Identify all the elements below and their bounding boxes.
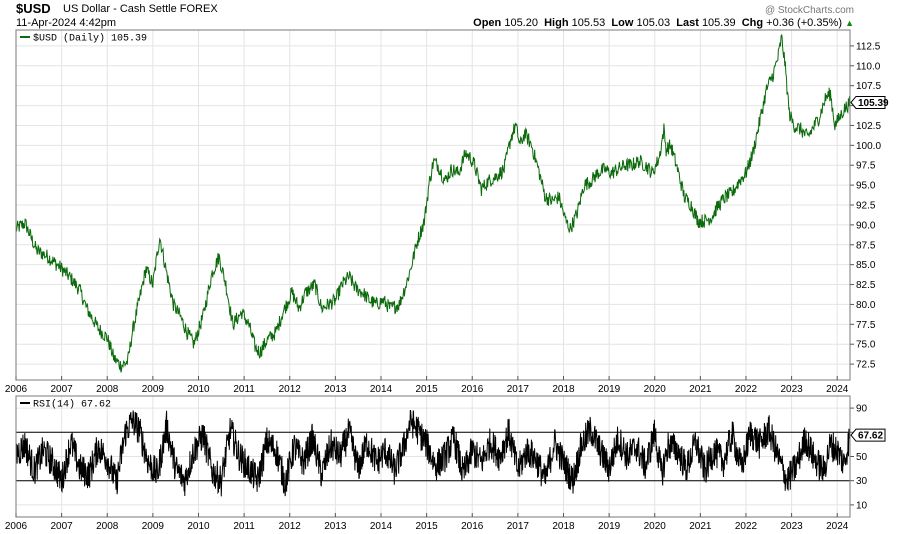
- x-tick-label: 2016: [461, 384, 484, 395]
- y-tick-label: 97.5: [856, 161, 876, 172]
- x-tick-label: 2006: [5, 521, 28, 532]
- x-tick-label: 2011: [233, 384, 255, 395]
- x-tick-label: 2009: [142, 384, 165, 395]
- instrument-description: US Dollar - Cash Settle FOREX: [63, 3, 218, 15]
- last-value-label: 67.62: [858, 431, 883, 442]
- y-tick-label: 102.5: [856, 121, 881, 132]
- x-tick-label: 2024: [826, 521, 849, 532]
- x-tick-label: 2021: [689, 384, 712, 395]
- x-tick-label: 2015: [415, 384, 438, 395]
- x-tick-label: 2019: [598, 521, 621, 532]
- x-tick-label: 2021: [689, 521, 712, 532]
- x-tick-label: 2019: [598, 384, 621, 395]
- high-value: 105.53: [571, 17, 606, 29]
- x-tick-label: 2022: [735, 521, 758, 532]
- y-tick-label: 87.5: [856, 240, 876, 251]
- exchange-text: FOREX: [179, 3, 218, 15]
- x-tick-label: 2020: [644, 521, 667, 532]
- panel-border: [15, 395, 851, 518]
- x-tick-label: 2013: [324, 384, 347, 395]
- y-tick-label: 80.0: [856, 300, 876, 311]
- y-tick-label: 100.0: [856, 141, 881, 152]
- up-arrow-icon: ▲: [845, 18, 854, 28]
- x-tick-label: 2014: [370, 521, 393, 532]
- open-value: 105.20: [504, 17, 538, 29]
- last-label: Last: [676, 17, 699, 29]
- last-value: 105.39: [701, 17, 736, 29]
- y-tick-label: 92.5: [856, 201, 876, 212]
- x-tick-label: 2023: [780, 384, 803, 395]
- last-value-box: [850, 428, 886, 442]
- series-line: [15, 34, 851, 373]
- x-tick-label: 2017: [507, 521, 530, 532]
- x-tick-label: 2023: [780, 521, 803, 532]
- ohlc-summary: Open 105.20 High 105.53 Low 105.03 Last …: [473, 17, 854, 29]
- y-tick-label: 30: [856, 476, 868, 487]
- x-tick-label: 2016: [461, 521, 484, 532]
- y-tick-label: 77.5: [856, 320, 876, 331]
- y-tick-label: 75.0: [856, 340, 876, 351]
- x-tick-label: 2011: [233, 521, 255, 532]
- x-tick-label: 2009: [142, 521, 165, 532]
- high-label: High: [544, 17, 569, 29]
- x-tick-label: 2018: [552, 384, 575, 395]
- ticker-symbol: $USD: [16, 1, 51, 16]
- price-panel: 72.5 75.0 77.5 80.0 82.5 85.0 87.5 90.0 92.5 95.0…: [5, 29, 889, 395]
- y-tick-label: 85.0: [856, 260, 876, 271]
- y-tick-label: 112.5: [856, 41, 881, 52]
- x-tick-label: 2012: [279, 521, 302, 532]
- low-value: 105.03: [636, 17, 671, 29]
- chart-title-bar: $USD US Dollar - Cash Settle FOREX @ Sto…: [0, 1, 900, 17]
- series-line: [15, 410, 851, 497]
- last-value-label: 105.39: [858, 98, 889, 109]
- quote-datetime: 11-Apr-2024 4:42pm: [16, 17, 117, 29]
- x-tick-label: 2017: [507, 384, 530, 395]
- x-tick-label: 2007: [50, 384, 73, 395]
- x-tick-label: 2007: [50, 521, 73, 532]
- legend-label: $USD (Daily) 105.39: [33, 33, 147, 45]
- x-tick-label: 2012: [279, 384, 302, 395]
- x-tick-label: 2010: [187, 521, 210, 532]
- x-tick-label: 2022: [735, 384, 758, 395]
- x-tick-label: 2020: [644, 384, 667, 395]
- y-tick-label: 72.5: [856, 360, 876, 371]
- y-tick-label: 90.0: [856, 220, 876, 231]
- change-value: +0.36 (+0.35%): [766, 17, 843, 29]
- y-tick-label: 110.0: [856, 61, 881, 72]
- x-tick-label: 2010: [187, 384, 210, 395]
- change-label: Chg: [741, 17, 764, 29]
- x-tick-label: 2015: [415, 521, 438, 532]
- y-tick-label: 82.5: [856, 280, 876, 291]
- description-text: US Dollar - Cash Settle: [63, 3, 177, 15]
- last-value-box: [850, 95, 886, 109]
- y-tick-label: 90: [856, 404, 868, 415]
- y-tick-label: 95.0: [856, 181, 876, 192]
- low-label: Low: [611, 17, 634, 29]
- x-tick-label: 2024: [826, 384, 849, 395]
- quote-info-bar: 11-Apr-2024 4:42pm Open 105.20 High 105.…: [0, 17, 900, 31]
- rsi-panel: 1030507090RSI(14) 67.6267.62200620072008…: [5, 395, 886, 532]
- panel-border: [15, 29, 851, 381]
- legend-label: RSI(14) 67.62: [33, 399, 111, 411]
- x-tick-label: 2018: [552, 521, 575, 532]
- x-tick-label: 2006: [5, 384, 28, 395]
- x-tick-label: 2008: [96, 521, 119, 532]
- x-tick-label: 2008: [96, 384, 119, 395]
- x-tick-label: 2013: [324, 521, 347, 532]
- open-label: Open: [473, 17, 502, 29]
- stockcharts-watermark: @ StockCharts.com: [764, 5, 854, 16]
- x-tick-label: 2014: [370, 384, 393, 395]
- y-tick-label: 50: [856, 452, 868, 463]
- y-tick-label: 10: [856, 500, 868, 511]
- y-tick-label: 107.5: [856, 81, 881, 92]
